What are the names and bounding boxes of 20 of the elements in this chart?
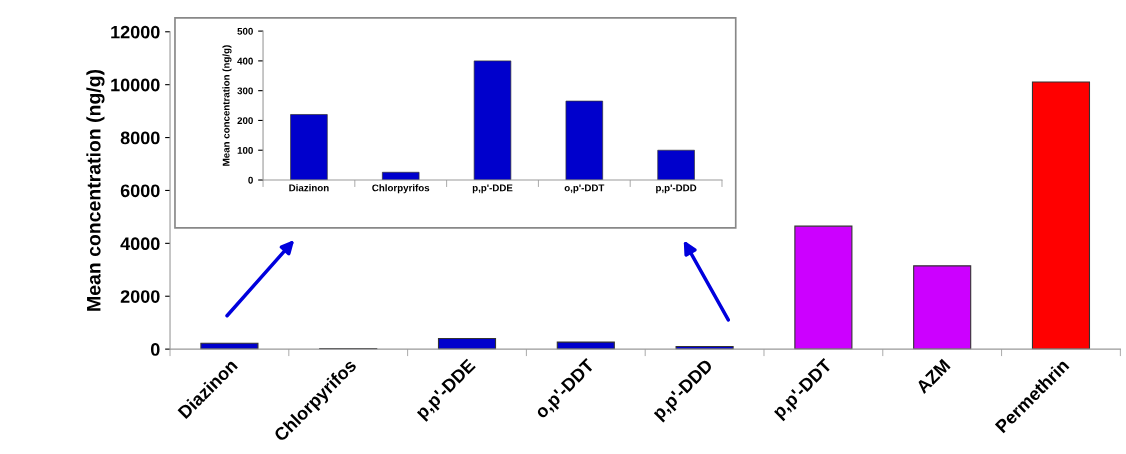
y-tick-label: 0 (248, 176, 253, 184)
y-tick-label: 4000 (120, 237, 160, 251)
y-tick-label: 500 (237, 27, 253, 35)
y-tick-label: 12000 (111, 25, 160, 39)
y-tick-label: 100 (237, 146, 253, 154)
x-tick-label: o,p'-DDT (564, 184, 605, 194)
y-tick-label: 400 (237, 57, 253, 65)
y-axis-title: Mean concentration (ng/g) (222, 45, 232, 166)
x-tick-label: Diazinon (289, 184, 329, 192)
y-tick-label: 6000 (120, 184, 160, 198)
y-tick-label: 8000 (120, 131, 160, 145)
x-tick-label: p,p'-DDE (472, 184, 513, 194)
y-tick-label: 300 (237, 87, 253, 95)
y-tick-label: 2000 (120, 290, 160, 303)
x-tick-label: Chlorpyrifos (372, 184, 430, 194)
y-axis-title: Mean concentration (ng/g) (86, 69, 105, 311)
y-tick-label: 200 (237, 117, 253, 125)
x-tick-label: p,p'-DDD (656, 184, 697, 194)
y-tick-label: 10000 (111, 78, 160, 92)
y-tick-label: 0 (150, 343, 160, 356)
